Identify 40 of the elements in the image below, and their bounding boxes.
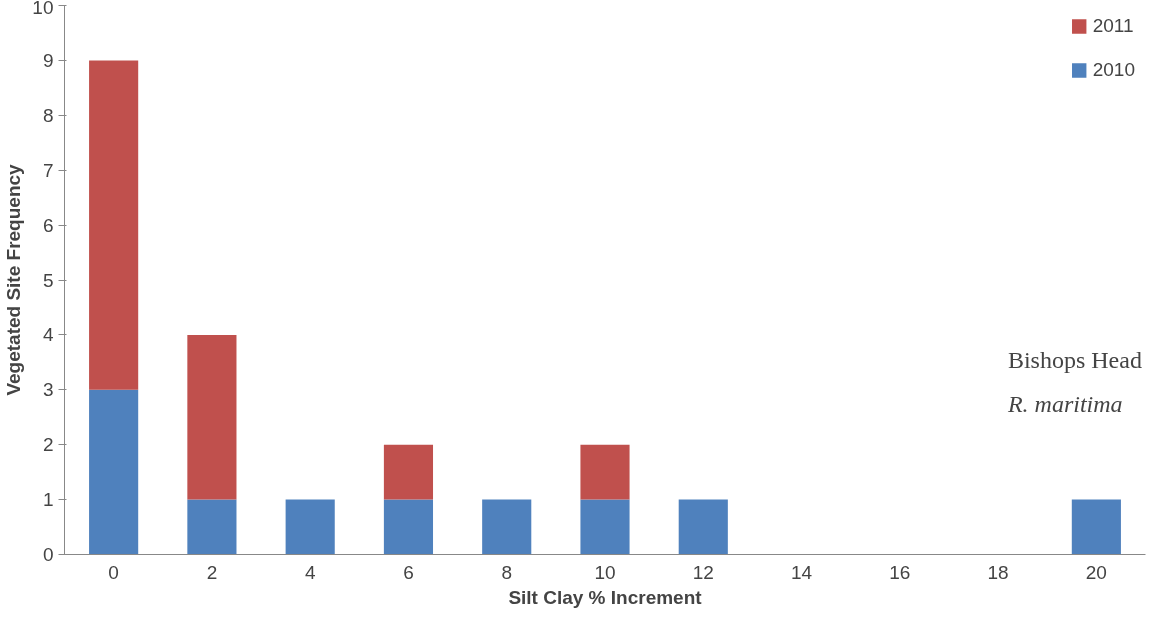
- bar: [383, 444, 434, 500]
- x-tick-label: 2: [206, 561, 218, 583]
- x-axis-title: Silt Clay % Increment: [508, 586, 703, 608]
- annotation: R. maritima: [1006, 391, 1123, 418]
- bar: [1071, 499, 1121, 555]
- y-tick-label: 0: [42, 544, 54, 565]
- annotation: Bishops Head: [1007, 347, 1142, 374]
- x-tick-label: 6: [403, 561, 414, 583]
- y-tick-label: 10: [32, 0, 54, 18]
- x-tick-label: 0: [108, 561, 119, 583]
- x-tick-label: 20: [1085, 561, 1107, 583]
- bar: [678, 499, 728, 555]
- bar: [383, 499, 434, 555]
- x-tick-label: 16: [889, 561, 911, 583]
- legend-label: 2011: [1092, 15, 1134, 37]
- y-tick-label: 1: [42, 489, 54, 511]
- x-tick-label: 14: [790, 561, 813, 583]
- y-tick-label: 2: [42, 434, 54, 456]
- y-tick-label: 8: [42, 104, 54, 126]
- y-axis-title: Vegetated Site Frequency: [3, 163, 25, 396]
- legend-label: 2010: [1092, 59, 1135, 81]
- y-tick-label: 6: [42, 214, 54, 236]
- y-tick-label: 4: [42, 324, 54, 346]
- bar: [89, 389, 139, 555]
- bar: [482, 499, 532, 555]
- bar: [187, 499, 237, 555]
- bar: [580, 499, 630, 555]
- x-tick-label: 4: [304, 561, 316, 583]
- bar: [187, 334, 237, 500]
- x-tick-label: 10: [594, 561, 616, 583]
- y-tick-label: 9: [42, 49, 54, 71]
- y-tick-label: 7: [42, 159, 54, 181]
- y-tick-label: 5: [42, 269, 54, 291]
- x-tick-label: 18: [987, 561, 1009, 583]
- bar: [89, 60, 139, 390]
- x-tick-label: 8: [501, 561, 513, 583]
- x-tick-label: 12: [692, 561, 714, 583]
- bar: [580, 444, 630, 500]
- bar: [285, 499, 335, 555]
- y-tick-label: 3: [42, 379, 54, 401]
